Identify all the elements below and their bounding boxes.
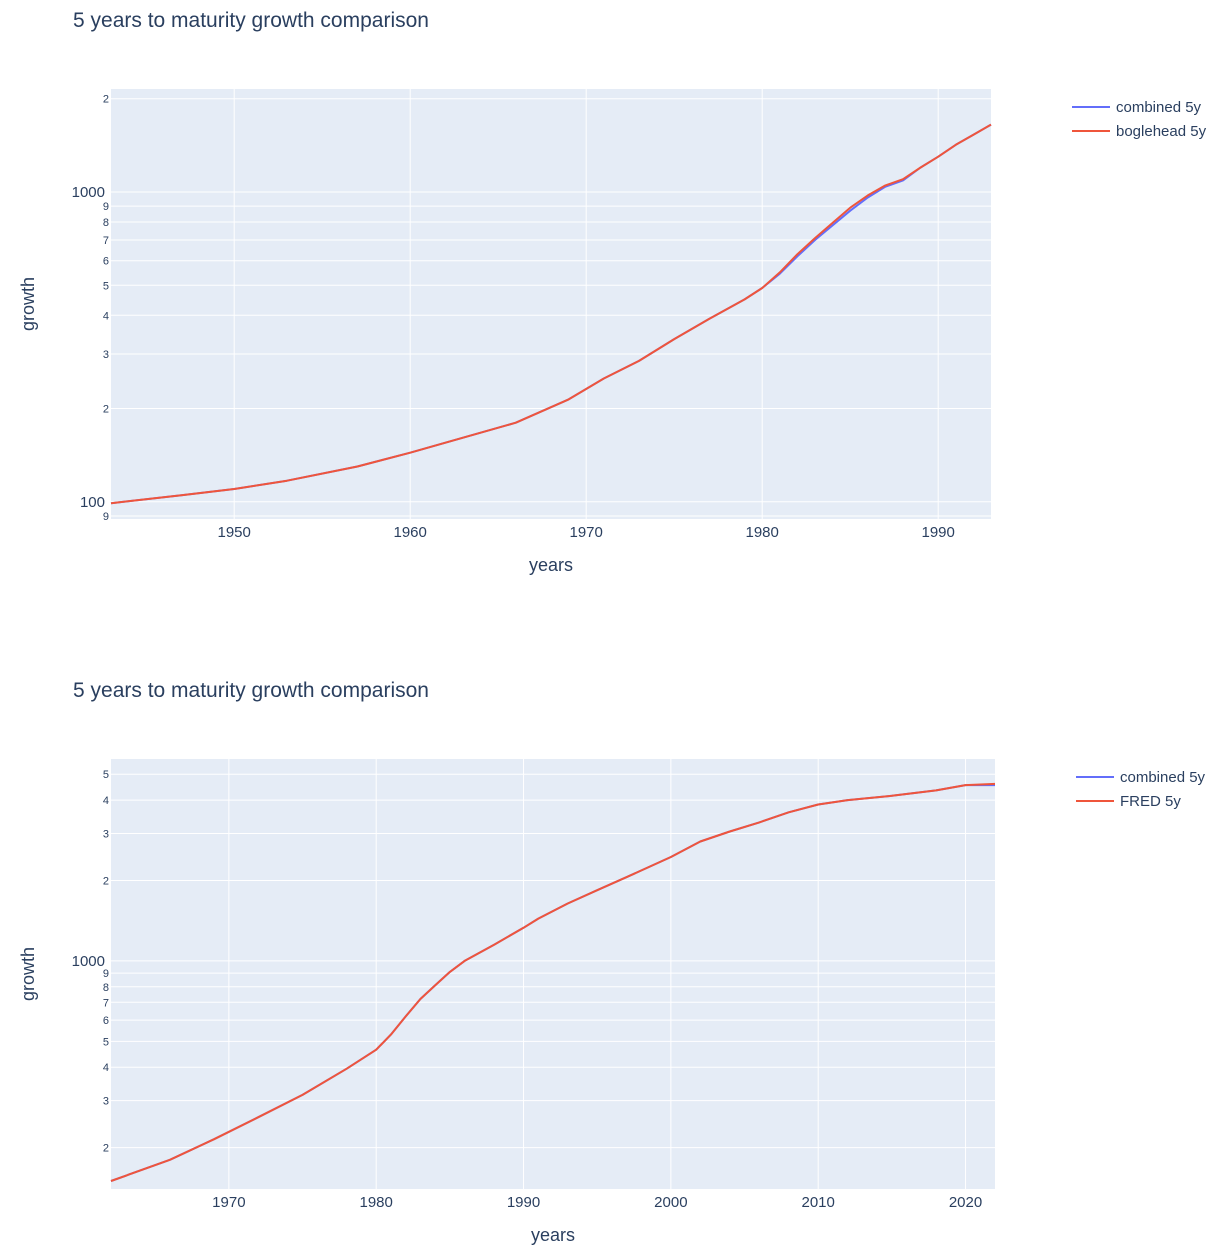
- chart-bottom-svg: 5 years to maturity growth comparison 19…: [18, 679, 1206, 1245]
- x-tick-label: 2020: [949, 1194, 982, 1211]
- legend-label: boglehead 5y: [1116, 123, 1207, 140]
- legend-label: combined 5y: [1116, 99, 1202, 116]
- x-tick-labels: 1970 1980 1990 2000 2010 2020: [212, 1194, 982, 1211]
- y-minor-tick-label: 2: [103, 404, 109, 416]
- y-minor-tick-label: 7: [103, 235, 109, 247]
- y-minor-tick-label: 4: [103, 795, 109, 807]
- y-minor-tick-label: 4: [103, 310, 109, 322]
- legend-item[interactable]: combined 5y: [1076, 769, 1206, 786]
- y-minor-tick-label: 3: [103, 349, 109, 361]
- x-tick-label: 2000: [654, 1194, 687, 1211]
- y-minor-tick-label: 2: [103, 94, 109, 106]
- chart-title: 5 years to maturity growth comparison: [73, 9, 429, 32]
- legend[interactable]: combined 5y FRED 5y: [1076, 769, 1206, 810]
- y-minor-tick-label: 6: [103, 256, 109, 268]
- x-tick-label: 1980: [360, 1194, 393, 1211]
- chart-bottom: 5 years to maturity growth comparison 19…: [0, 628, 1228, 1257]
- series-line-comparison: [110, 123, 992, 505]
- y-tick-labels: 1000 2 3 4 5 6 7 8 9 2 3 4 5: [72, 769, 109, 1154]
- y-minor-tick-label: 5: [103, 769, 109, 781]
- y-tick-label: 1000: [72, 953, 105, 970]
- x-tick-label: 1970: [212, 1194, 245, 1211]
- x-axis-title: years: [529, 555, 573, 575]
- y-minor-tick-label: 8: [103, 217, 109, 229]
- y-axis-title: growth: [18, 947, 38, 1001]
- x-tick-label: 1990: [922, 524, 955, 541]
- x-tick-label: 1990: [507, 1194, 540, 1211]
- x-axis-title: years: [531, 1225, 575, 1245]
- y-minor-tick-label: 3: [103, 1096, 109, 1108]
- y-tick-label: 1000: [72, 184, 105, 201]
- series-lines: [110, 782, 996, 1182]
- series-lines: [110, 123, 992, 505]
- chart-top: 5 years to maturity growth comparison 19…: [0, 0, 1228, 628]
- y-minor-tick-label: 6: [103, 1015, 109, 1027]
- grid: [111, 89, 991, 519]
- y-minor-tick-label: 4: [103, 1062, 109, 1074]
- x-tick-labels: 1950 1960 1970 1980 1990: [218, 524, 955, 541]
- x-tick-label: 1950: [218, 524, 251, 541]
- x-tick-label: 1960: [394, 524, 427, 541]
- y-minor-tick-label: 2: [103, 875, 109, 887]
- plot-area: [111, 89, 991, 519]
- x-tick-label: 1980: [746, 524, 779, 541]
- y-minor-tick-label: 3: [103, 828, 109, 840]
- y-minor-tick-label: 7: [103, 997, 109, 1009]
- grid: [111, 759, 995, 1189]
- x-tick-label: 1970: [570, 524, 603, 541]
- legend-item[interactable]: combined 5y: [1072, 99, 1202, 116]
- y-minor-tick-label: 2: [103, 1143, 109, 1155]
- y-minor-tick-label: 9: [103, 511, 109, 523]
- legend-label: FRED 5y: [1120, 793, 1181, 810]
- legend[interactable]: combined 5y boglehead 5y: [1072, 99, 1207, 140]
- legend-item[interactable]: FRED 5y: [1076, 793, 1181, 810]
- y-axis-title: growth: [18, 277, 38, 331]
- y-minor-tick-label: 5: [103, 1036, 109, 1048]
- y-tick-label: 100: [80, 494, 105, 511]
- series-line-comparison: [110, 782, 996, 1182]
- chart-title: 5 years to maturity growth comparison: [73, 679, 429, 702]
- y-minor-tick-label: 8: [103, 982, 109, 994]
- y-minor-tick-label: 9: [103, 968, 109, 980]
- y-minor-tick-label: 9: [103, 201, 109, 213]
- legend-item[interactable]: boglehead 5y: [1072, 123, 1207, 140]
- chart-top-svg: 5 years to maturity growth comparison 19…: [18, 9, 1207, 575]
- x-tick-label: 2010: [802, 1194, 835, 1211]
- legend-label: combined 5y: [1120, 769, 1206, 786]
- y-minor-tick-label: 5: [103, 280, 109, 292]
